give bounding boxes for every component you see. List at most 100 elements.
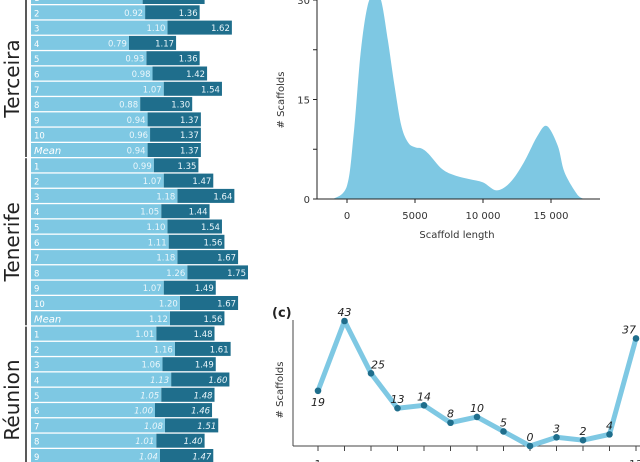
x-axis-label: Scaffold length: [419, 230, 494, 241]
light-bar: [31, 265, 188, 280]
data-label: 13: [391, 393, 405, 406]
dark-bar: [146, 51, 200, 66]
data-label: 3: [553, 422, 560, 435]
row-label: Mean: [34, 146, 61, 157]
row-label: 4: [34, 208, 39, 218]
dark-bar: [162, 357, 216, 372]
dark-value: 1.67: [217, 300, 236, 310]
row-label: 7: [34, 422, 39, 432]
light-bar: [31, 326, 157, 341]
light-value: 1.07: [143, 85, 162, 95]
data-label: 4: [606, 419, 613, 432]
x-tick-label: 5000: [402, 211, 427, 222]
dark-bar: [147, 112, 201, 127]
data-label: 10: [470, 402, 484, 415]
light-bar: [31, 296, 180, 310]
light-value: 0.96: [129, 131, 148, 141]
light-value: 1.11: [148, 238, 167, 248]
dark-bar: [156, 326, 215, 341]
light-value: 0.99: [133, 162, 152, 172]
light-value: 0.94: [127, 147, 146, 157]
light-value: 1.04: [139, 453, 158, 462]
data-point: [632, 335, 640, 342]
light-bar: [31, 372, 172, 387]
bar-chart-panel: 1 2 0.92 1.36 3 1.10 1.62 4 0.79 1.17 5 0.93 1.36 6 0.…: [0, 0, 248, 462]
series-line: [315, 318, 639, 449]
row-label: 7: [34, 86, 39, 96]
data-label: 5: [500, 416, 507, 429]
dark-value: 1.49: [195, 361, 214, 371]
dark-bar: [177, 188, 235, 203]
dark-bar: [156, 433, 205, 448]
dark-value: 1.17: [155, 39, 174, 49]
light-bar: [31, 387, 162, 402]
row-label: 4: [34, 377, 39, 387]
light-bar: [31, 97, 141, 112]
dark-bar: [153, 158, 199, 173]
light-value: 1.08: [144, 422, 164, 432]
data-point: [314, 387, 322, 395]
dark-bar: [187, 265, 248, 280]
light-value: 1.01: [135, 330, 154, 340]
row-label: 3: [34, 361, 39, 371]
dark-bar: [161, 204, 210, 219]
dark-bar: [163, 81, 222, 96]
light-bar: [31, 158, 154, 173]
data-point: [367, 370, 375, 377]
light-value: 1.18: [156, 254, 175, 264]
dark-value: 1.42: [186, 70, 205, 80]
row-label: 9: [34, 453, 39, 462]
dark-value: 1.60: [208, 376, 227, 386]
dark-value: 1.48: [194, 391, 214, 401]
light-bar: [31, 204, 162, 219]
density-area: [333, 0, 585, 199]
data-label: 19: [311, 396, 325, 409]
dark-bar: [152, 66, 208, 81]
light-value: 0.94: [127, 116, 146, 126]
data-label: 37: [622, 323, 636, 336]
data-point: [500, 428, 507, 435]
dark-bar: [171, 372, 230, 387]
row-label: 3: [34, 193, 39, 203]
y-axis-label: # Scaffolds: [275, 362, 286, 419]
x-tick-label: 13: [629, 458, 640, 462]
dark-value: 1.61: [210, 345, 229, 355]
x-tick-label: 0: [344, 211, 350, 222]
row-label: 6: [34, 407, 39, 417]
light-value: 1.10: [146, 24, 165, 34]
light-bar: [31, 280, 164, 295]
light-bar: [31, 173, 164, 188]
light-bar: [31, 433, 157, 448]
light-value: 0.92: [124, 9, 143, 19]
light-value: 1.12: [149, 315, 168, 325]
row-label: 6: [34, 239, 39, 249]
dark-value: 1.56: [204, 315, 223, 325]
group-label: Terceira: [0, 39, 24, 118]
data-point: [473, 413, 481, 421]
dark-bar: [179, 296, 239, 310]
y-tick-label: 30: [297, 0, 310, 7]
dark-bar: [147, 143, 201, 157]
light-value: 1.18: [156, 192, 175, 202]
light-value: 1.00: [134, 407, 153, 417]
dark-bar: [169, 311, 225, 326]
light-value: 0.98: [132, 70, 151, 80]
data-point: [447, 419, 454, 427]
dark-value: 1.36: [179, 9, 198, 19]
row-label: 9: [34, 285, 39, 295]
light-value: 0.79: [108, 39, 127, 49]
row-label: 2: [34, 178, 39, 188]
dark-value: 1.37: [180, 147, 199, 157]
dark-bar: [155, 403, 213, 418]
data-point: [606, 431, 613, 438]
dark-value: 1.49: [195, 284, 214, 294]
data-point: [553, 433, 560, 441]
light-value: 1.07: [143, 284, 162, 294]
data-label: 14: [417, 390, 431, 403]
dark-value: 1.75: [227, 269, 246, 279]
dark-bar: [159, 449, 214, 462]
light-bar: [31, 357, 163, 372]
row-label: 1: [34, 162, 39, 172]
light-value: 1.07: [143, 177, 162, 187]
dark-value: 1.37: [180, 116, 199, 126]
